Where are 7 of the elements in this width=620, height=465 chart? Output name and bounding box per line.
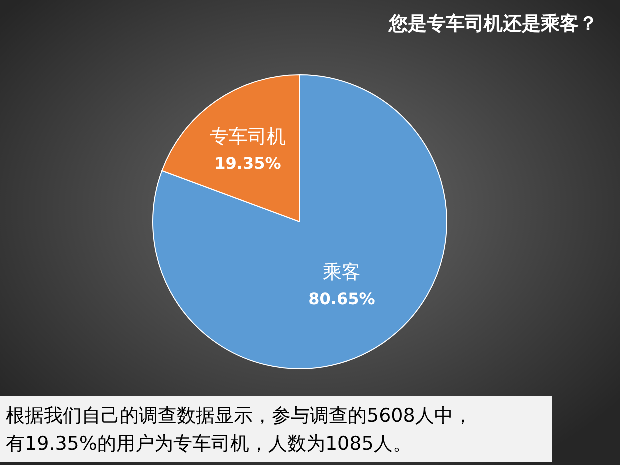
data-label: 80.65% — [308, 289, 376, 308]
text: 根据我们自己的调查数据显示，参与调查的5608人中，有19.35%的用户为专车司机，人数为1085人。 — [6, 405, 472, 455]
slice-label: 乘客 — [322, 261, 361, 284]
data-label: 19.35% — [214, 154, 282, 174]
text: 您是专车司机还是乘客？ — [388, 13, 598, 35]
slice-label: 专车司机 — [210, 126, 286, 148]
pie-slice — [152, 74, 448, 370]
